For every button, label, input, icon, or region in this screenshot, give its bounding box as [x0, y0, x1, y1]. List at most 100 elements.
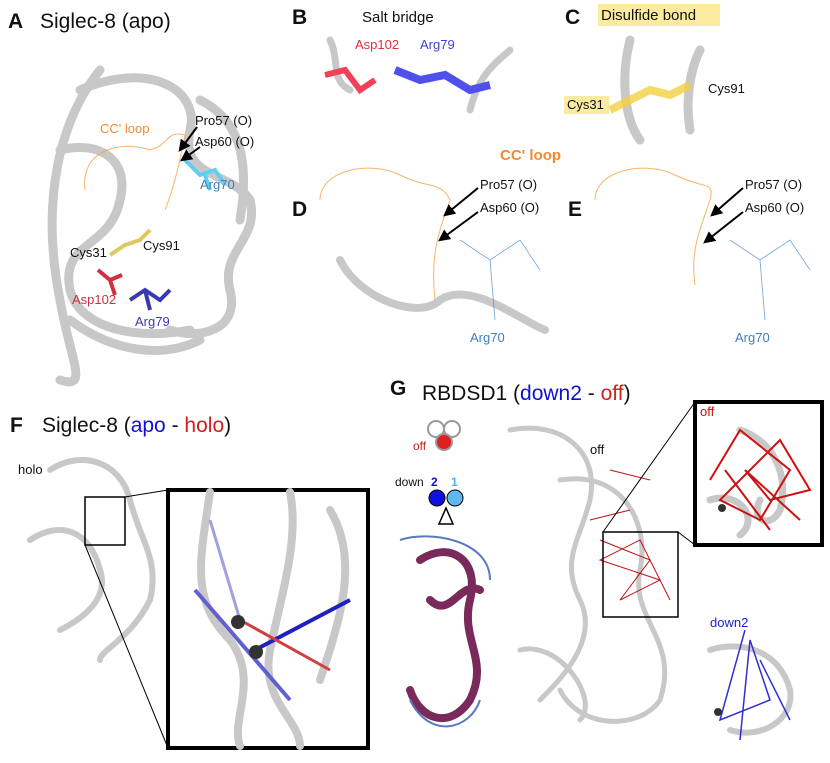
- contact-line: [239, 618, 331, 672]
- zoom-line: [602, 401, 696, 533]
- legend-circle: [446, 489, 464, 507]
- arrow: [180, 146, 201, 162]
- label: Cys91: [143, 238, 180, 253]
- contact-line: [254, 598, 351, 652]
- arg79: [393, 66, 491, 95]
- ribbon: [707, 643, 794, 736]
- panel-title: Siglec-8 (apo - holo): [42, 414, 231, 437]
- label-bg: [598, 4, 720, 26]
- label: Cys31: [567, 97, 604, 112]
- label: Arg70: [470, 330, 505, 345]
- asp102: [96, 268, 123, 296]
- title-part: -: [166, 414, 185, 437]
- label-bg: [564, 96, 609, 114]
- label: Asp60 (O): [195, 134, 254, 149]
- panel-c: C Disulfide bond Cys31 Cys91: [564, 4, 745, 145]
- cc-loop: [594, 167, 712, 286]
- panel-letter: B: [292, 6, 307, 29]
- zoom-line: [677, 531, 696, 546]
- ribbon: [336, 256, 549, 334]
- label: Cys31: [70, 245, 107, 260]
- panel-letter: G: [390, 377, 406, 400]
- zoom-box: [602, 531, 679, 618]
- label: CC' loop: [100, 121, 149, 136]
- arg70: [729, 239, 811, 321]
- label: off: [700, 404, 715, 419]
- panel-e: E Pro57 (O) Asp60 (O) Arg70: [568, 167, 811, 345]
- cc-loop: [84, 133, 186, 211]
- panel-title: Siglec-8 (apo): [40, 10, 171, 33]
- disulfide: [108, 228, 152, 257]
- arrow: [703, 211, 744, 244]
- panel-g: G RBDSD1 (down2 - off) off down 2 1 off …: [390, 377, 824, 741]
- title-part: holo: [184, 414, 224, 437]
- atom: [249, 645, 263, 659]
- panel-letter: F: [10, 414, 23, 437]
- label: Pro57 (O): [480, 177, 537, 192]
- label: Pro57 (O): [195, 113, 252, 128]
- panel-letter: E: [568, 198, 582, 221]
- ribbon-overlay: [399, 535, 491, 728]
- label: Asp60 (O): [745, 200, 804, 215]
- zoom-line: [84, 544, 169, 749]
- cc-loop: [319, 167, 451, 301]
- label: Asp102: [355, 37, 399, 52]
- contact-lines: [709, 428, 812, 531]
- label: Arg79: [135, 314, 170, 329]
- label: holo: [18, 462, 43, 477]
- panel-a: A Siglec-8 (apo) CC' loop Pro57 (O) Asp6…: [8, 10, 257, 387]
- title-part: ): [224, 414, 231, 437]
- zoom-box: [84, 496, 126, 546]
- ribbon: [197, 488, 350, 750]
- arg70: [183, 158, 227, 191]
- ribbon: [326, 36, 514, 114]
- asp102: [324, 66, 377, 95]
- label: Asp60 (O): [480, 200, 539, 215]
- arrow: [443, 187, 479, 217]
- legend-circle: [443, 420, 461, 438]
- legend-circle: [428, 489, 446, 507]
- title-part: off: [601, 382, 624, 405]
- label: Arg70: [735, 330, 770, 345]
- label: down2: [710, 615, 748, 630]
- panel-b: B Salt bridge Asp102 Arg79: [292, 6, 514, 114]
- panel-title: Salt bridge: [362, 9, 434, 26]
- title-part: Siglec-8 (: [42, 414, 131, 437]
- label: off: [590, 442, 605, 457]
- arg79: [128, 287, 172, 311]
- panel-title: RBDSD1 (down2 - off): [422, 382, 631, 405]
- panel-title: Disulfide bond: [601, 7, 696, 24]
- title-part: RBDSD1 (: [422, 382, 520, 405]
- arrow: [178, 126, 198, 152]
- panel-letter: C: [565, 6, 580, 29]
- zoom-line: [124, 489, 169, 498]
- label: Cys91: [708, 81, 745, 96]
- ribbon: [47, 65, 257, 387]
- panel-letter: A: [8, 10, 23, 33]
- contact-line: [193, 588, 292, 702]
- label: Pro57 (O): [745, 177, 802, 192]
- title-part: down2: [520, 382, 582, 405]
- atom: [714, 708, 722, 716]
- legend-label: 2: [431, 475, 438, 489]
- title-part: apo: [131, 414, 166, 437]
- label: Asp102: [72, 292, 116, 307]
- legend-label: down: [395, 475, 424, 489]
- contact-lines: [589, 469, 671, 601]
- arrow: [710, 187, 744, 217]
- ribbon: [27, 457, 156, 663]
- contact-lines: [718, 629, 791, 741]
- arg70: [459, 239, 541, 321]
- label: Arg79: [420, 37, 455, 52]
- panel-f: F Siglec-8 (apo - holo) holo: [10, 414, 370, 750]
- panel-letter: D: [292, 198, 307, 221]
- title-part: -: [582, 382, 601, 405]
- ribbon-overlay: [406, 548, 484, 723]
- legend-triangle: [437, 506, 455, 525]
- legend-circle: [435, 433, 453, 451]
- arrow: [438, 211, 479, 242]
- legend-label: 1: [451, 475, 458, 489]
- panel-d: D Pro57 (O) Asp60 (O) Arg70: [292, 167, 549, 345]
- shared-label: CC' loop: [500, 147, 561, 164]
